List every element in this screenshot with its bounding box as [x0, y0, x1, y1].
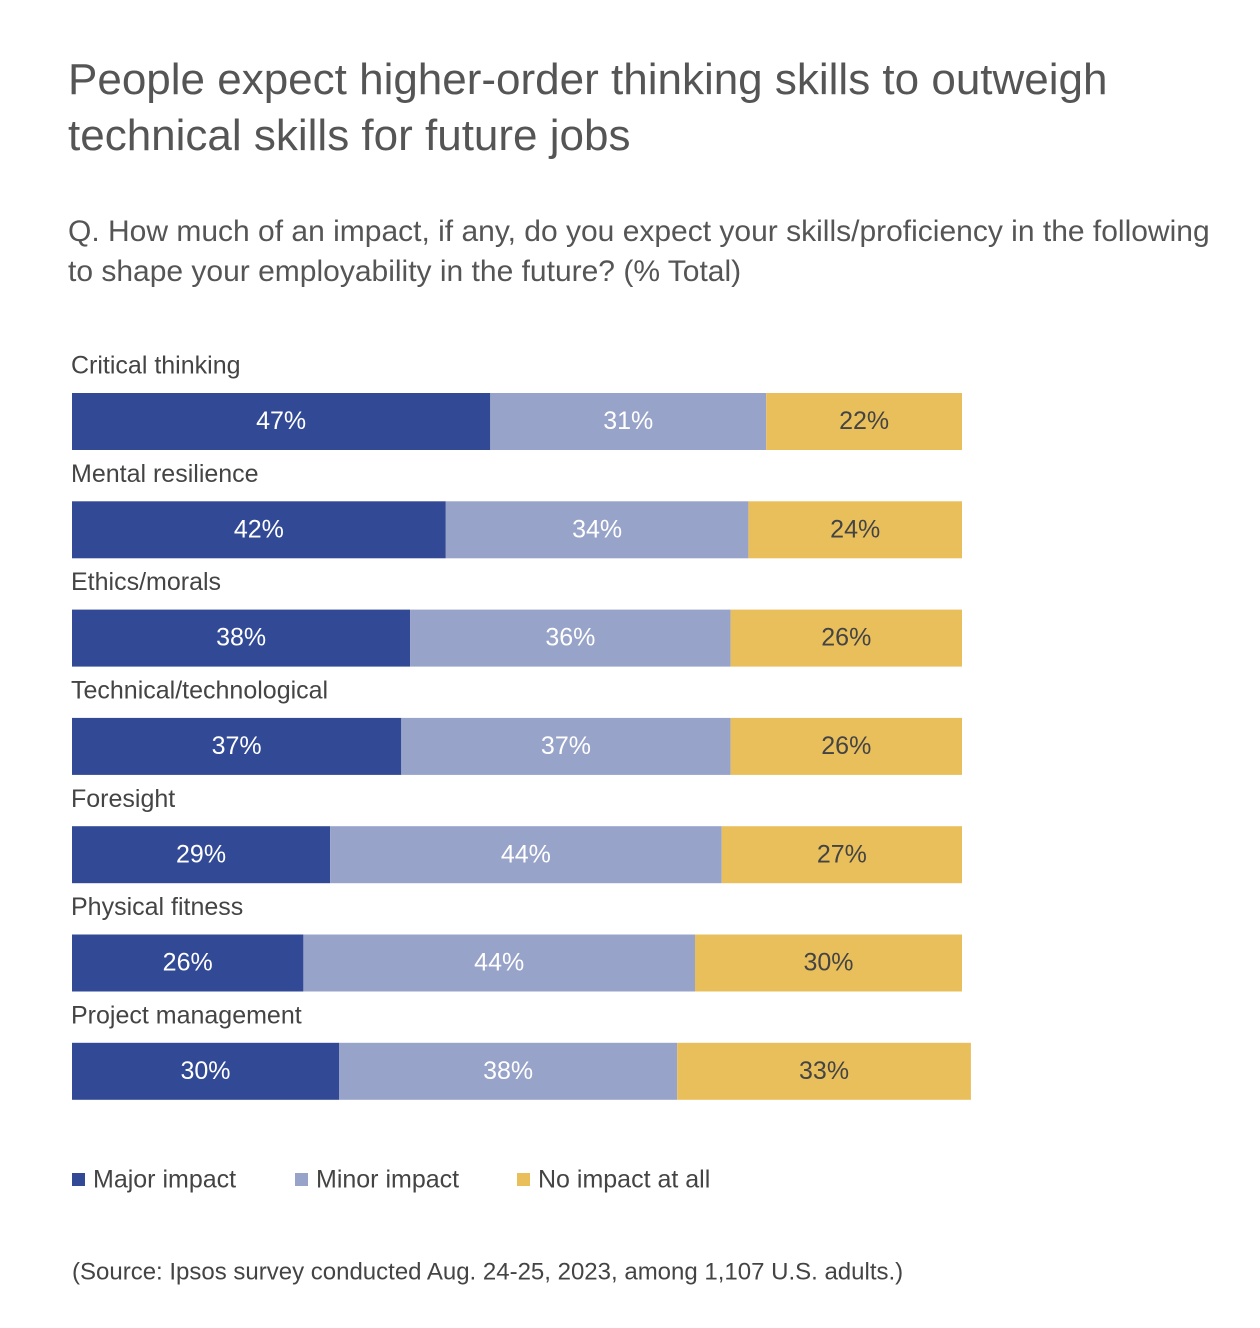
value-label: 26% [821, 624, 871, 652]
chart-title: People expect higher-order thinking skil… [68, 55, 1108, 160]
bar-segment [677, 1042, 971, 1100]
value-label: 42% [234, 515, 284, 543]
value-label: 33% [799, 1057, 849, 1085]
category-label: Foresight [71, 785, 175, 813]
bar-segment [410, 609, 731, 667]
bar-segment [730, 717, 962, 775]
value-label: 30% [180, 1057, 230, 1085]
value-label: 36% [545, 624, 595, 652]
category-label: Critical thinking [71, 352, 241, 380]
category-label: Physical fitness [71, 893, 243, 921]
chart-subtitle: Q. How much of an impact, if any, do you… [68, 215, 1210, 288]
bar-segment [72, 934, 304, 992]
value-label: 34% [572, 515, 622, 543]
value-label: 24% [830, 515, 880, 543]
legend-swatch [72, 1173, 85, 1186]
legend-swatch [295, 1173, 308, 1186]
bar-segment [490, 393, 767, 450]
legend-label: No impact at all [538, 1166, 710, 1194]
value-label: 29% [176, 840, 226, 868]
bar-segment [72, 609, 411, 667]
legend-label: Minor impact [316, 1166, 459, 1194]
bar-segment [401, 717, 731, 775]
bar-segment [730, 609, 962, 667]
bar-segment [303, 934, 695, 992]
value-label: 37% [212, 732, 262, 760]
value-label: 37% [541, 732, 591, 760]
bar-segment [445, 501, 749, 559]
legend-label: Major impact [93, 1166, 236, 1194]
value-label: 27% [817, 840, 867, 868]
bar-segment [72, 393, 491, 450]
value-label: 44% [474, 949, 524, 977]
bar-segment [721, 826, 962, 884]
value-label: 47% [256, 407, 306, 435]
bar-segment [330, 826, 722, 884]
bar-segment [766, 393, 962, 450]
value-label: 22% [839, 407, 889, 435]
value-label: 26% [821, 732, 871, 760]
category-label: Project management [71, 1001, 302, 1029]
bar-segment [72, 501, 446, 559]
value-label: 31% [603, 407, 653, 435]
value-label: 38% [216, 624, 266, 652]
bar-segment [72, 1042, 339, 1100]
value-label: 38% [483, 1057, 533, 1085]
value-label: 30% [803, 949, 853, 977]
legend-swatch [517, 1173, 530, 1186]
category-label: Ethics/morals [71, 568, 221, 596]
source-note: (Source: Ipsos survey conducted Aug. 24-… [72, 1258, 903, 1285]
value-label: 26% [163, 949, 213, 977]
category-label: Technical/technological [71, 677, 328, 705]
bar-segment [339, 1042, 678, 1100]
bar-segment [72, 826, 331, 884]
value-label: 44% [501, 840, 551, 868]
category-label: Mental resilience [71, 460, 259, 488]
bar-segment [72, 717, 402, 775]
bar-segment [695, 934, 962, 992]
bar-segment [748, 501, 962, 559]
